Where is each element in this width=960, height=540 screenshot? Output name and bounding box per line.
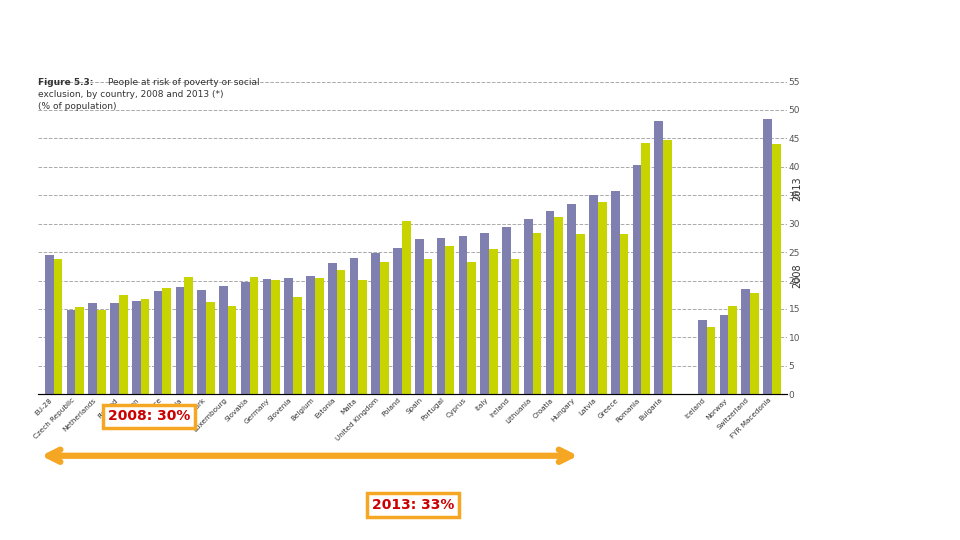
Bar: [707, 327, 715, 394]
Bar: [97, 309, 106, 394]
Text: 2013: 2013: [792, 177, 802, 201]
Text: (% of population): (% of population): [38, 102, 117, 111]
Bar: [633, 165, 641, 394]
Bar: [415, 239, 423, 394]
Bar: [459, 236, 468, 394]
Bar: [698, 320, 707, 394]
Bar: [502, 227, 511, 394]
Bar: [141, 299, 150, 394]
Bar: [611, 191, 619, 394]
Bar: [554, 218, 563, 394]
Text: 2008: 2008: [792, 263, 802, 288]
Bar: [250, 277, 258, 394]
Text: People at risk of poverty or social: People at risk of poverty or social: [108, 78, 259, 87]
Bar: [437, 238, 445, 394]
Bar: [480, 233, 489, 394]
Text: exclusion, by country, 2008 and 2013 (*): exclusion, by country, 2008 and 2013 (*): [38, 90, 224, 99]
Bar: [284, 278, 293, 394]
Bar: [663, 139, 672, 394]
Bar: [641, 143, 650, 394]
Bar: [88, 303, 97, 394]
Text: Figure 5.3:: Figure 5.3:: [38, 78, 97, 87]
Bar: [293, 297, 301, 394]
Bar: [729, 306, 737, 394]
Bar: [598, 202, 607, 394]
Bar: [263, 279, 272, 394]
Bar: [162, 288, 171, 394]
Bar: [468, 262, 476, 394]
Bar: [524, 219, 533, 394]
Bar: [720, 315, 729, 394]
Bar: [241, 282, 250, 394]
Bar: [358, 280, 367, 394]
Bar: [576, 234, 585, 394]
Bar: [54, 260, 62, 394]
Bar: [110, 303, 119, 394]
Bar: [272, 280, 280, 394]
Bar: [763, 118, 772, 394]
Bar: [380, 262, 389, 394]
Bar: [66, 310, 76, 394]
Bar: [750, 293, 759, 394]
Bar: [372, 253, 380, 394]
Bar: [567, 204, 576, 394]
Bar: [184, 277, 193, 394]
Bar: [423, 259, 432, 394]
Bar: [132, 301, 141, 394]
Bar: [228, 306, 236, 394]
Bar: [337, 271, 346, 394]
Text: 2013: 33%: 2013: 33%: [372, 498, 454, 512]
Bar: [511, 260, 519, 394]
Bar: [489, 249, 497, 394]
Text: 2008: 30%: 2008: 30%: [108, 409, 190, 423]
Bar: [545, 211, 554, 394]
Bar: [741, 289, 750, 394]
Bar: [315, 278, 324, 394]
Bar: [306, 276, 315, 394]
Bar: [655, 122, 663, 394]
Bar: [328, 264, 337, 394]
Bar: [154, 291, 162, 394]
Bar: [589, 195, 598, 394]
Bar: [445, 246, 454, 394]
Bar: [402, 221, 411, 394]
Bar: [349, 258, 358, 394]
Bar: [533, 233, 541, 394]
Bar: [219, 286, 228, 394]
Bar: [619, 234, 628, 394]
Bar: [176, 287, 184, 394]
Text: Evolution of risk of poverty or social exclusion by country: Evolution of risk of poverty or social e…: [12, 18, 577, 36]
Bar: [772, 144, 780, 394]
Bar: [394, 247, 402, 394]
Bar: [206, 301, 215, 394]
Bar: [76, 307, 84, 394]
Bar: [45, 255, 54, 394]
Bar: [119, 295, 128, 394]
Bar: [198, 290, 206, 394]
